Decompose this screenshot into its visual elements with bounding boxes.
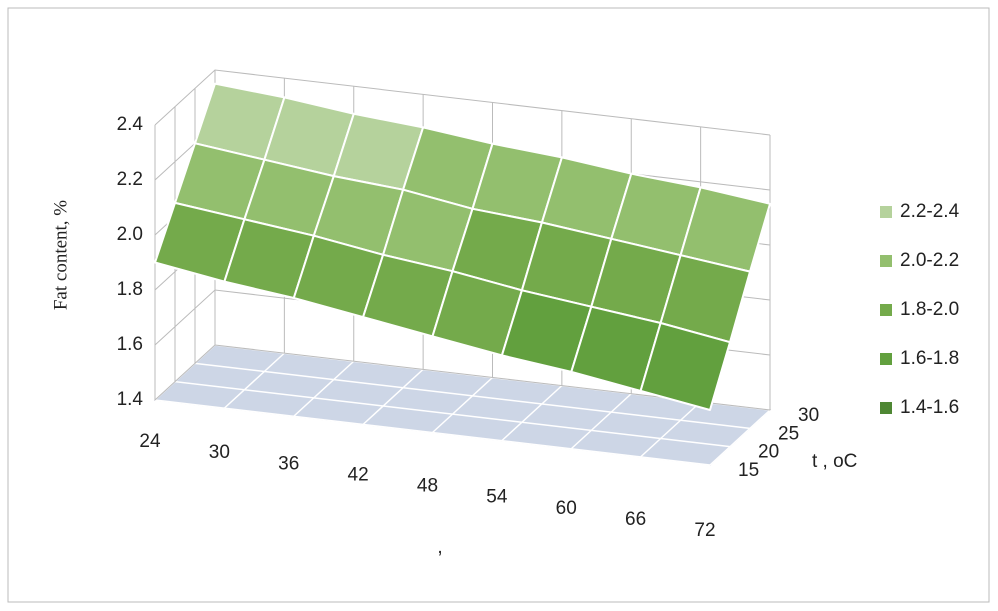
floor-grid: [154, 399, 711, 466]
floor-grid: [570, 393, 632, 450]
depth-tick-label: 15: [738, 460, 759, 481]
legend-swatch: [880, 353, 892, 365]
x-tick-label: 66: [625, 509, 646, 530]
legend-swatch: [880, 304, 892, 316]
legend-label: 1.8-2.0: [900, 299, 959, 320]
surface-cell: [639, 322, 731, 411]
x-tick-label: 30: [209, 442, 230, 463]
legend-label: 2.0-2.2: [900, 250, 959, 271]
floor-grid: [431, 376, 494, 434]
legend-label: 2.2-2.4: [900, 201, 960, 222]
z-tick-label: 2.0: [117, 224, 143, 245]
depth-tick-label: 20: [758, 442, 779, 463]
legend-label: 1.6-1.8: [900, 348, 959, 369]
floor-grid: [293, 360, 355, 417]
depth-tick-label: 30: [798, 405, 819, 426]
floor-grid: [223, 352, 285, 409]
legend-swatch: [880, 255, 892, 267]
x-tick-label: 42: [348, 464, 369, 485]
x-tick-label: 24: [139, 431, 161, 452]
depth-tick-label: 25: [778, 423, 799, 444]
floor-grid: [640, 401, 702, 458]
z-tick-label: 2.2: [117, 169, 143, 190]
z-tick-label: 1.8: [117, 279, 143, 300]
x-tick-label: 72: [694, 520, 715, 541]
floor-grid: [362, 368, 424, 425]
floor-grid: [174, 380, 731, 448]
z-tick-label: 1.4: [117, 389, 144, 410]
legend-label: 1.4-1.6: [900, 397, 959, 418]
z-axis-title: Fat content, %: [50, 200, 71, 310]
x-tick-label: 60: [556, 498, 577, 519]
z-tick-label: 2.4: [117, 114, 144, 135]
legend-swatch: [880, 206, 892, 218]
z-tick-label: 1.6: [117, 334, 143, 355]
floor-grid: [709, 409, 771, 466]
x-tick-label: 54: [486, 487, 508, 508]
x-axis-title: ,: [437, 537, 442, 558]
floor-grid: [501, 385, 563, 442]
depth-axis-title: t , oC: [812, 451, 857, 472]
floor-grid: [194, 362, 751, 430]
x-tick-label: 36: [278, 453, 299, 474]
x-tick-label: 48: [417, 476, 438, 497]
legend-swatch: [880, 402, 892, 414]
